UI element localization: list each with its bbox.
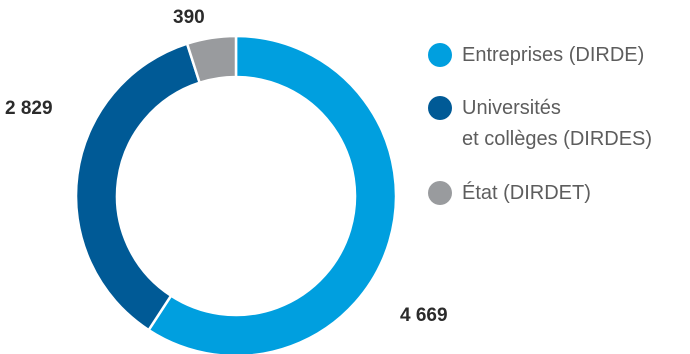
legend-swatch-entreprises: [428, 43, 452, 67]
donut-slice-entreprises: [146, 34, 398, 354]
legend-swatch-universites: [428, 96, 452, 120]
value-label-universites: 2 829: [5, 98, 53, 119]
legend-swatch-etat: [428, 181, 452, 205]
donut-slice-etat: [185, 34, 238, 85]
legend-label-entreprises: Entreprises (DIRDE): [462, 44, 645, 66]
value-label-etat: 390: [173, 7, 205, 28]
legend-label-etat: État (DIRDET): [462, 182, 591, 204]
donut-slice-universites: [74, 42, 202, 332]
legend-label-universites: Universités et collèges (DIRDES): [462, 97, 653, 150]
value-label-entreprises: 4 669: [400, 305, 448, 326]
